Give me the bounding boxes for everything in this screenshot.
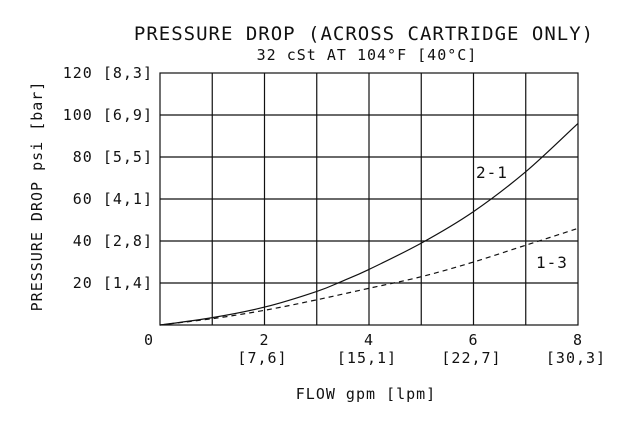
- y-tick-label: 80 [5,5]: [73, 148, 153, 166]
- series-line-2-1: [159, 122, 579, 326]
- x-axis-label: FLOW gpm [lpm]: [296, 385, 436, 403]
- x-tick-label: 8: [573, 331, 583, 349]
- x-tick-sublabel: [30,3]: [546, 349, 606, 367]
- x-tick-label: 4: [364, 331, 374, 349]
- y-tick-label: 120 [8,3]: [63, 64, 153, 82]
- x-tick-sublabel: [15,1]: [337, 349, 397, 367]
- chart-title: PRESSURE DROP (ACROSS CARTRIDGE ONLY): [134, 23, 594, 45]
- x-tick-label: 2: [259, 331, 269, 349]
- y-tick-label: 20 [1,4]: [73, 274, 153, 292]
- x-tick-sublabel: [7,6]: [237, 349, 287, 367]
- chart-subtitle: 32 cSt AT 104°F [40°C]: [257, 46, 478, 64]
- x-tick-sublabel: [22,7]: [441, 349, 501, 367]
- y-tick-label: 60 [4,1]: [73, 190, 153, 208]
- series-label: 1-3: [536, 253, 568, 272]
- series-lines: 2-1 1-3: [159, 122, 579, 326]
- y-tick-label: 100 [6,9]: [63, 106, 153, 124]
- axis-ticks: 20 [1,4] 40 [2,8] 60 [4,1] 80 [5,5] 100 [6,9…: [63, 64, 606, 367]
- x-tick-label: 6: [468, 331, 478, 349]
- y-axis-label: PRESSURE DROP psi [bar]: [28, 81, 46, 312]
- plot-grid: [159, 72, 579, 326]
- x-tick-label: 0: [144, 331, 154, 349]
- y-tick-label: 40 [2,8]: [73, 232, 153, 250]
- series-label: 2-1: [476, 163, 508, 182]
